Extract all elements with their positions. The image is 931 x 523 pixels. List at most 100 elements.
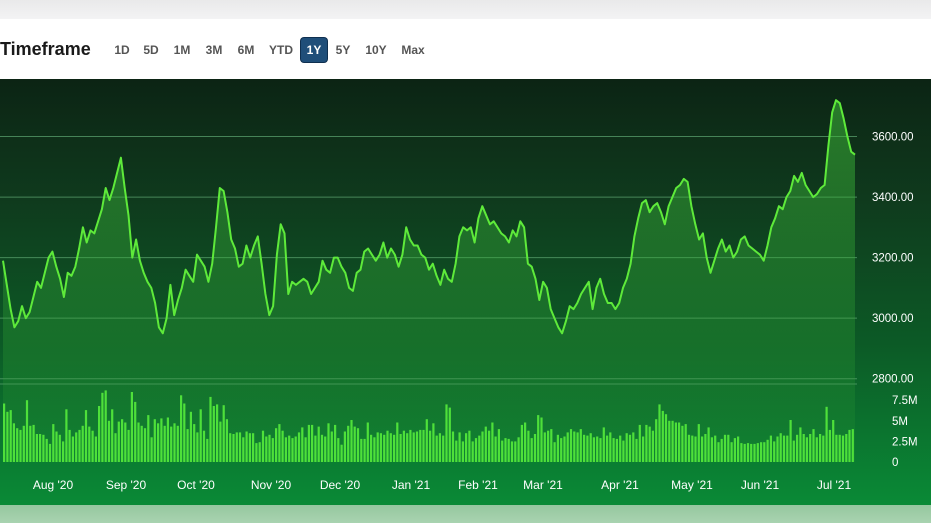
volume-bar — [655, 419, 658, 462]
volume-bar — [832, 420, 835, 462]
volume-bar — [671, 420, 674, 462]
volume-bar — [425, 419, 428, 462]
timeframe-button-3m[interactable]: 3M — [205, 43, 223, 57]
volume-bar — [674, 422, 677, 462]
x-tick-label: Mar '21 — [523, 478, 563, 492]
x-tick-label: May '21 — [671, 478, 713, 492]
volume-bar — [651, 430, 654, 462]
volume-bar — [474, 438, 478, 462]
volume-bar — [356, 428, 360, 462]
volume-bar — [176, 425, 179, 462]
volume-bar — [327, 423, 330, 462]
volume-bar — [455, 440, 458, 462]
timeframe-button-1d[interactable]: 1D — [114, 43, 130, 57]
timeframe-button-1m[interactable]: 1M — [173, 43, 191, 57]
timeframe-button-5y[interactable]: 5Y — [335, 43, 351, 57]
price-line — [2, 99, 856, 335]
volume-bar — [406, 433, 409, 462]
volume-bar — [62, 441, 65, 462]
volume-bar — [792, 440, 795, 462]
volume-bar — [586, 435, 589, 462]
volume-bar — [415, 431, 419, 462]
volume-bar — [819, 434, 822, 462]
volume-bar — [550, 429, 553, 462]
volume-bar — [494, 436, 497, 462]
x-tick-label: Jun '21 — [741, 478, 780, 492]
volume-bar — [451, 431, 455, 462]
volume-bar — [284, 437, 287, 462]
volume-bar — [45, 438, 48, 462]
timeframe-button-max[interactable]: Max — [401, 43, 425, 57]
volume-bar — [134, 401, 137, 462]
volume-bar — [628, 434, 632, 462]
volume-bar — [799, 427, 802, 462]
timeframe-button-6m[interactable]: 6M — [237, 43, 255, 57]
volume-bar — [782, 435, 786, 462]
volume-bar — [760, 442, 763, 462]
volume-bar — [334, 424, 337, 462]
volume-bar — [121, 419, 124, 462]
volume-bar — [29, 425, 32, 462]
volume-bar — [599, 438, 602, 462]
volume-bar — [275, 428, 278, 462]
volume-bar — [252, 433, 255, 462]
timeframe-button-5d[interactable]: 5D — [143, 43, 159, 57]
volume-bar — [802, 434, 805, 462]
price-volume-chart[interactable]: 3600.00 3400.00 3200.00 3000.00 2800.00 7.5M… — [0, 79, 931, 505]
volume-bar — [540, 417, 543, 462]
volume-bar — [42, 434, 45, 462]
volume-bar — [448, 407, 451, 462]
volume-bar — [199, 409, 202, 462]
volume-bar — [694, 436, 697, 462]
volume-bar — [304, 437, 307, 462]
x-tick-label: Nov '20 — [251, 478, 292, 492]
volume-bar — [769, 435, 772, 462]
volume-bar — [261, 430, 265, 462]
volume-bar — [242, 437, 245, 462]
volume-bar — [615, 438, 618, 462]
volume-tick-label: 0 — [892, 457, 898, 469]
volume-bar — [330, 431, 333, 462]
volume-bar — [147, 415, 150, 462]
volume-bar — [58, 434, 61, 462]
volume-bar — [307, 424, 310, 462]
timeframe-button-ytd[interactable]: YTD — [269, 43, 293, 57]
timeframe-button-10y[interactable]: 10Y — [365, 43, 387, 57]
volume-bar — [576, 432, 579, 462]
volume-bar — [632, 432, 635, 462]
x-tick-label: Aug '20 — [33, 478, 74, 492]
volume-bar — [714, 435, 717, 462]
volume-bar — [635, 438, 638, 462]
volume-bar — [202, 430, 206, 462]
volume-bar — [596, 436, 599, 462]
volume-bar — [340, 444, 343, 462]
volume-bar — [150, 437, 153, 462]
price-tick-label: 3400.00 — [872, 192, 914, 204]
volume-axis-labels: 7.5M 5M 2.5M 0 — [892, 395, 918, 469]
volume-bar — [183, 403, 186, 462]
volume-bar — [848, 429, 851, 462]
volume-bar — [248, 433, 251, 462]
volume-bar — [350, 420, 353, 462]
volume-bar — [592, 437, 595, 462]
volume-bar — [225, 419, 228, 462]
volume-bar — [815, 437, 818, 462]
volume-bar — [530, 438, 533, 462]
volume-bar — [691, 435, 694, 462]
volume-bar — [347, 425, 350, 462]
volume-bar — [822, 435, 825, 462]
volume-bar — [684, 424, 687, 462]
chart-area[interactable]: 3600.00 3400.00 3200.00 3000.00 2800.00 7.5M… — [0, 79, 931, 505]
volume-bar — [343, 431, 346, 462]
volume-bar — [383, 434, 386, 462]
x-tick-label: Jan '21 — [392, 478, 431, 492]
volume-bar — [583, 434, 586, 462]
timeframe-title: Timeframe — [0, 39, 91, 59]
volume-bar — [222, 405, 225, 462]
timeframe-button-1y[interactable]: 1Y — [301, 38, 327, 62]
volume-bar — [812, 429, 815, 462]
volume-bar — [366, 422, 369, 462]
volume-bar — [602, 427, 605, 462]
volume-bar — [664, 414, 668, 462]
volume-bar — [789, 420, 792, 462]
